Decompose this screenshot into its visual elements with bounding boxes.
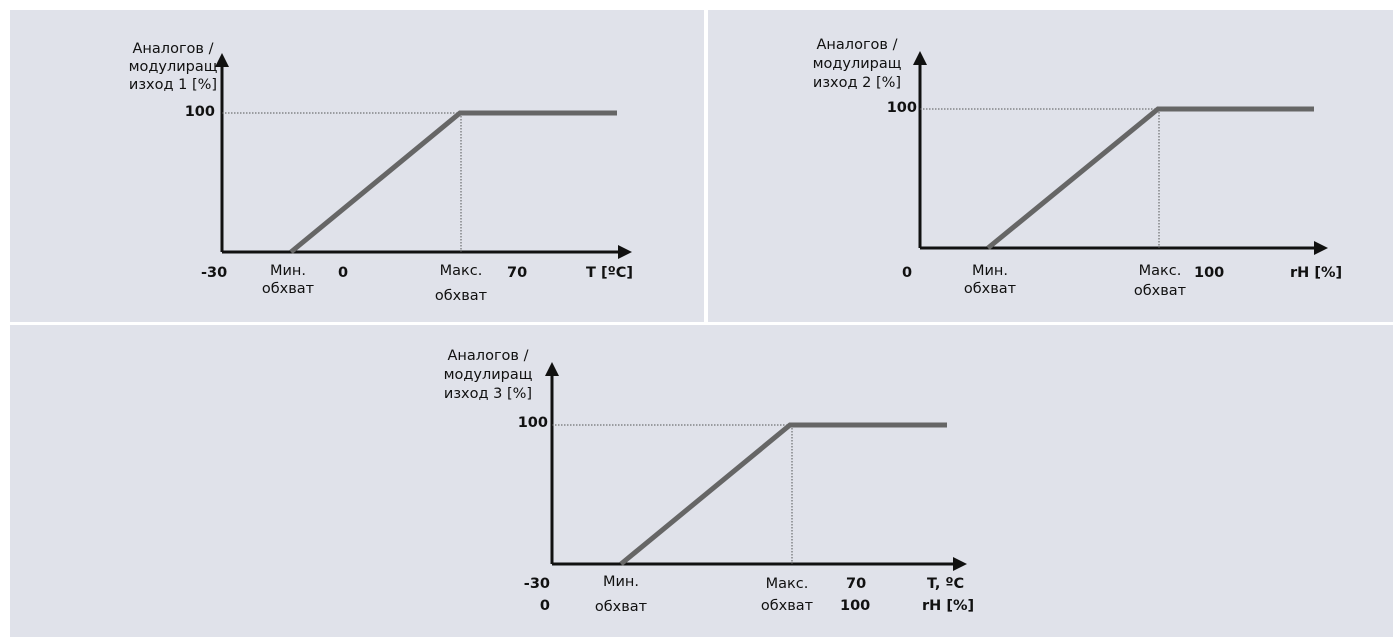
y-axis-label-line-2: модулиращ <box>128 59 218 75</box>
x-axis-unit: T [ºC] <box>586 265 634 281</box>
diagram-2 <box>913 51 1328 255</box>
diagram-1 <box>215 53 632 259</box>
x-tick-minus-30: -30 <box>201 265 228 281</box>
min-range-label-line-1: Мин. <box>602 574 640 590</box>
y-axis-label-line-3: изход 2 [%] <box>812 75 902 91</box>
y-axis-label-line-2: модулиращ <box>812 56 902 72</box>
y-tick-100: 100 <box>517 415 548 431</box>
x-tick-70: 70 <box>846 576 867 592</box>
y-axis-arrow <box>913 51 927 65</box>
output-curve <box>289 110 617 254</box>
min-range-label-line-1: Мин. <box>971 263 1009 279</box>
output-curve <box>619 422 947 566</box>
x-axis-unit: rH [%] <box>1290 265 1343 281</box>
y-axis-label-line-3: изход 3 [%] <box>443 386 533 402</box>
max-range-label-line-2: обхват <box>1133 283 1187 299</box>
x-axis-arrow <box>618 245 632 259</box>
x-axis-unit-temperature: T, ºC <box>927 576 965 592</box>
output-curve <box>986 106 1314 250</box>
max-range-label-line-1: Макс. <box>1138 263 1182 279</box>
min-range-label-line-1: Мин. <box>269 263 307 279</box>
x-tick-70: 70 <box>507 265 528 281</box>
y-axis-label-line-1: Аналогов / <box>447 348 529 364</box>
y-tick-100: 100 <box>886 100 917 116</box>
y-axis-label-line-1: Аналогов / <box>816 37 898 53</box>
y-axis-arrow <box>215 53 229 67</box>
x-tick-0: 0 <box>338 265 349 281</box>
x-axis-arrow <box>953 557 967 571</box>
x-tick-0: 0 <box>539 598 550 614</box>
x-tick-100: 100 <box>840 598 871 614</box>
min-range-label-line-2: обхват <box>261 281 315 297</box>
x-tick-0: 0 <box>902 265 913 281</box>
max-range-label-line-2: обхват <box>434 288 488 304</box>
chart-panel-1: Аналогов / модулиращ изход 1 [%] 100 -30… <box>10 10 704 322</box>
x-axis-unit-humidity: rH [%] <box>922 598 975 614</box>
x-tick-minus-30: -30 <box>523 576 550 592</box>
max-range-label-line-1: Макс. <box>439 263 483 279</box>
max-range-label-line-2: обхват <box>760 598 814 614</box>
chart-panel-2: Аналогов / модулиращ изход 2 [%] 100 0 М… <box>708 10 1393 322</box>
y-tick-100: 100 <box>184 104 215 120</box>
min-range-label-line-2: обхват <box>963 281 1017 297</box>
y-axis-label-line-2: модулиращ <box>443 367 533 383</box>
y-axis-arrow <box>545 362 559 376</box>
y-axis-label-line-3: изход 1 [%] <box>128 77 218 93</box>
x-tick-100: 100 <box>1194 265 1225 281</box>
x-axis-arrow <box>1314 241 1328 255</box>
max-range-label-line-1: Макс. <box>765 576 809 592</box>
y-axis-label-line-1: Аналогов / <box>132 41 214 57</box>
min-range-label-line-2: обхват <box>594 599 648 615</box>
diagram-3 <box>545 362 967 571</box>
chart-panel-3: Аналогов / модулиращ изход 3 [%] 100 -30… <box>10 325 1393 637</box>
